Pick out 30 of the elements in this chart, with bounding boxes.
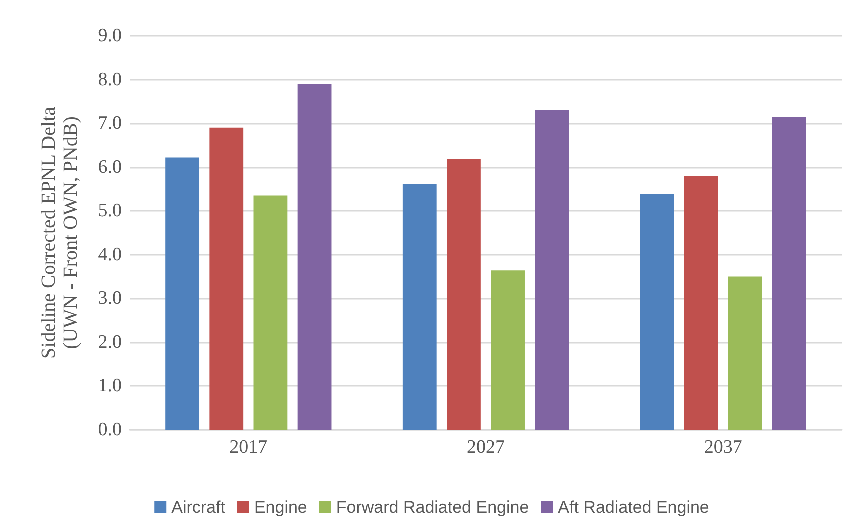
bar	[210, 128, 244, 430]
bar	[640, 194, 674, 430]
bar	[298, 84, 332, 430]
legend-label: Engine	[254, 498, 308, 517]
y-tick-label: 1.0	[98, 376, 122, 397]
bar	[402, 184, 437, 430]
y-tick-label: 9.0	[98, 26, 122, 46]
y-tick-label: 0.0	[98, 420, 122, 440]
bar	[728, 276, 762, 430]
y-axis-title: Sideline Corrected EPNL Delta (UWN - Front OWN, PNdB)	[38, 106, 82, 359]
legend-label: Aircraft	[172, 498, 226, 517]
x-tick-label: 2017	[230, 437, 268, 458]
y-tick-label: 4.0	[98, 244, 122, 266]
bar	[166, 158, 200, 430]
y-tick-label: 5.0	[98, 200, 122, 222]
bar	[772, 116, 806, 430]
legend-label: Aft Radiated Engine	[558, 498, 710, 517]
y-tick-label: 2.0	[98, 332, 122, 353]
y-tick-label: 3.0	[98, 288, 122, 310]
bar	[447, 159, 481, 430]
y-tick-label: 6.0	[98, 156, 122, 178]
bar	[684, 176, 718, 430]
bar	[491, 270, 525, 430]
y-tick-label: 7.0	[98, 113, 122, 134]
x-tick-label: 2027	[467, 437, 505, 458]
x-tick-label: 2037	[704, 437, 742, 458]
legend-label: Forward Radiated Engine	[336, 498, 530, 517]
y-tick-label: 8.0	[98, 69, 122, 90]
bar	[535, 110, 570, 430]
bar	[254, 196, 288, 430]
